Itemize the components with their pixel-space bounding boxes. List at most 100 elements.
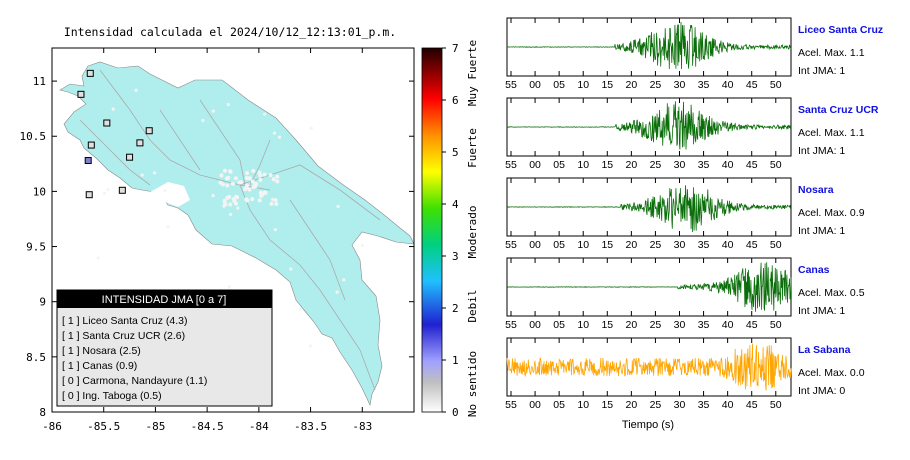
- town-dot: [298, 307, 302, 311]
- town-dot: [228, 202, 233, 207]
- town-dot: [275, 174, 280, 179]
- station-name: Nosara: [798, 184, 834, 196]
- station-int: Int JMA: 1: [798, 65, 845, 77]
- waveform-tick-label: 25: [650, 159, 662, 171]
- station-acel: Acel. Max. 0.0: [798, 367, 865, 379]
- waveform-tick-label: 45: [746, 159, 758, 171]
- town-dot: [260, 192, 265, 197]
- waveform-trace: [506, 101, 792, 150]
- waveform-tick-label: 35: [698, 399, 710, 411]
- map-x-tick-label: -83.5: [294, 420, 327, 433]
- waveform-tick-label: 50: [770, 79, 782, 91]
- map-x-tick-label: -84: [249, 420, 269, 433]
- town-dot: [237, 180, 242, 185]
- town-dot: [258, 177, 263, 182]
- colorbar-tick-label: 0: [452, 406, 459, 419]
- waveform-tick-label: 00: [529, 79, 541, 91]
- waveform-tick-label: 20: [626, 79, 638, 91]
- waveform-tick-label: 10: [577, 239, 589, 251]
- costa-rica-land: [59, 61, 415, 406]
- waveform-tick-label: 55: [505, 319, 517, 331]
- town-dot: [245, 183, 250, 188]
- town-dot: [219, 173, 224, 178]
- town-dot: [201, 118, 205, 123]
- colorbar-tick-label: 3: [452, 250, 459, 263]
- station-int: Int JMA: 0: [798, 385, 845, 397]
- town-dot: [229, 212, 233, 216]
- waveform-tick-label: 30: [674, 319, 686, 331]
- waveform-tick-label: 20: [626, 239, 638, 251]
- station-name: Santa Cruz UCR: [798, 104, 879, 116]
- town-dot: [335, 290, 339, 294]
- waveform-tick-label: 15: [601, 159, 613, 171]
- town-dot: [106, 187, 110, 192]
- waveform-tick-label: 25: [650, 399, 662, 411]
- waveform-tick-label: 10: [577, 319, 589, 331]
- town-dot: [269, 201, 274, 206]
- map-y-tick-label: 9: [39, 296, 46, 309]
- town-dot: [222, 168, 227, 173]
- waveform-tick-label: 10: [577, 159, 589, 171]
- town-dot: [273, 198, 278, 203]
- waveform-panel: 55 00 05 10 15 20 25 30 35 40 45 50 Liceo Santa Cruz…: [505, 17, 883, 91]
- town-dot: [111, 107, 115, 111]
- waveform-tick-label: 45: [746, 399, 758, 411]
- town-dot: [226, 175, 231, 180]
- town-dot: [228, 169, 233, 174]
- waveform-tick-label: 45: [746, 79, 758, 91]
- waveform-tick-label: 35: [698, 159, 710, 171]
- station-marker: [77, 90, 85, 98]
- waveform-tick-label: 35: [698, 319, 710, 331]
- waveform-tick-label: 00: [529, 399, 541, 411]
- map-y-tick-label: 8.5: [26, 351, 46, 364]
- town-dot: [102, 191, 107, 195]
- waveform-tick-label: 10: [577, 399, 589, 411]
- waveform-tick-label: 50: [770, 319, 782, 331]
- town-dot: [152, 171, 157, 175]
- waveform-tick-label: 20: [626, 319, 638, 331]
- waveform-tick-label: 05: [553, 79, 565, 91]
- map-x-tick-label: -85.5: [87, 420, 120, 433]
- town-dot: [257, 198, 262, 203]
- town-dot: [360, 243, 364, 247]
- waveform-tick-label: 05: [553, 239, 565, 251]
- map-y-tick-label: 8: [39, 406, 46, 419]
- town-dot: [218, 180, 223, 185]
- town-dot: [272, 131, 277, 135]
- town-dot: [277, 135, 282, 139]
- colorbar-tick-label: 2: [452, 302, 459, 315]
- colorbar-label: No sentido: [466, 351, 479, 417]
- town-dot: [225, 183, 230, 188]
- town-dot: [222, 204, 226, 208]
- waveform-tick-label: 10: [577, 79, 589, 91]
- station-marker: [118, 186, 126, 194]
- town-dot: [336, 204, 340, 208]
- colorbar-tick-label: 7: [452, 42, 459, 55]
- colorbar-tick-label: 1: [452, 354, 459, 367]
- waveform-tick-label: 35: [698, 79, 710, 91]
- waveform-tick-label: 40: [722, 399, 734, 411]
- town-dot: [234, 201, 239, 206]
- colorbar-tick-label: 4: [452, 198, 459, 211]
- town-dot: [96, 256, 100, 260]
- town-dot: [271, 177, 276, 182]
- map-y-tick-label: 10.5: [20, 130, 47, 143]
- waveform-tick-label: 30: [674, 79, 686, 91]
- waveform-tick-label: 50: [770, 399, 782, 411]
- station-name: Liceo Santa Cruz: [798, 24, 883, 36]
- legend-title: INTENSIDAD JMA [0 a 7]: [102, 294, 227, 306]
- waveform-tick-label: 30: [674, 239, 686, 251]
- waveform-tick-label: 30: [674, 159, 686, 171]
- town-dot: [134, 88, 138, 92]
- waveform-tick-label: 15: [601, 239, 613, 251]
- waveform-trace: [506, 262, 792, 312]
- station-marker: [136, 139, 144, 147]
- waveform-tick-label: 00: [529, 239, 541, 251]
- waveform-panel: 55 00 05 10 15 20 25 30 35 40 45 50 Canas Acel. Max. …: [505, 257, 865, 331]
- town-dot: [271, 197, 275, 202]
- waveform-tick-label: 05: [553, 159, 565, 171]
- station-name: La Sabana: [798, 344, 851, 356]
- town-dot: [231, 197, 236, 202]
- map-frame: [51, 47, 415, 413]
- station-marker: [126, 153, 134, 161]
